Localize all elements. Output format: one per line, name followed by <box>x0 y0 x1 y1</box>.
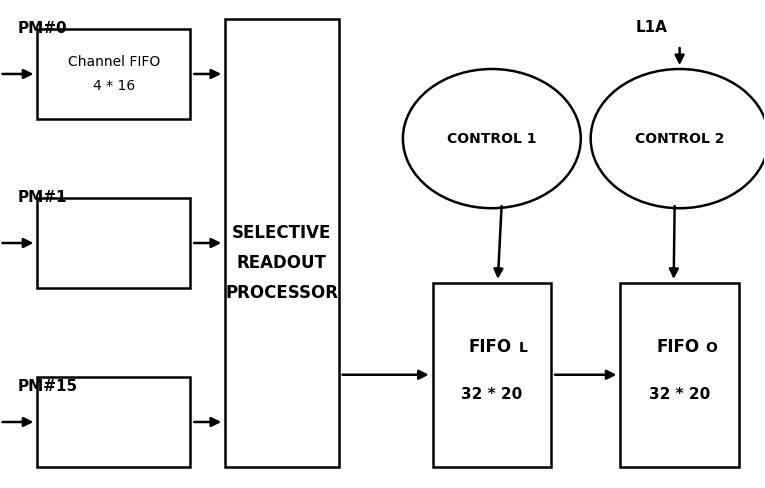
Bar <box>620 283 739 467</box>
Text: L: L <box>519 341 528 355</box>
Text: PM#1: PM#1 <box>18 190 67 205</box>
Bar <box>37 377 190 467</box>
Text: PM#0: PM#0 <box>18 21 67 36</box>
Text: O: O <box>705 341 717 355</box>
Bar <box>432 283 551 467</box>
Text: CONTROL 2: CONTROL 2 <box>635 132 724 145</box>
Bar <box>37 198 190 288</box>
Text: PM#15: PM#15 <box>18 379 77 394</box>
Bar <box>225 20 339 467</box>
Ellipse shape <box>403 69 581 208</box>
Text: READOUT: READOUT <box>237 254 327 272</box>
Text: SELECTIVE: SELECTIVE <box>232 224 331 242</box>
Bar <box>37 29 190 119</box>
Text: Channel FIFO: Channel FIFO <box>67 55 160 69</box>
Text: PROCESSOR: PROCESSOR <box>226 284 338 302</box>
Text: FIFO: FIFO <box>468 338 512 356</box>
Text: FIFO: FIFO <box>656 338 699 356</box>
Text: 4 * 16: 4 * 16 <box>93 79 135 93</box>
Text: 32 * 20: 32 * 20 <box>649 387 710 402</box>
Text: CONTROL 1: CONTROL 1 <box>447 132 536 145</box>
Text: 32 * 20: 32 * 20 <box>461 387 522 402</box>
Text: L1A: L1A <box>635 20 667 35</box>
Ellipse shape <box>591 69 765 208</box>
